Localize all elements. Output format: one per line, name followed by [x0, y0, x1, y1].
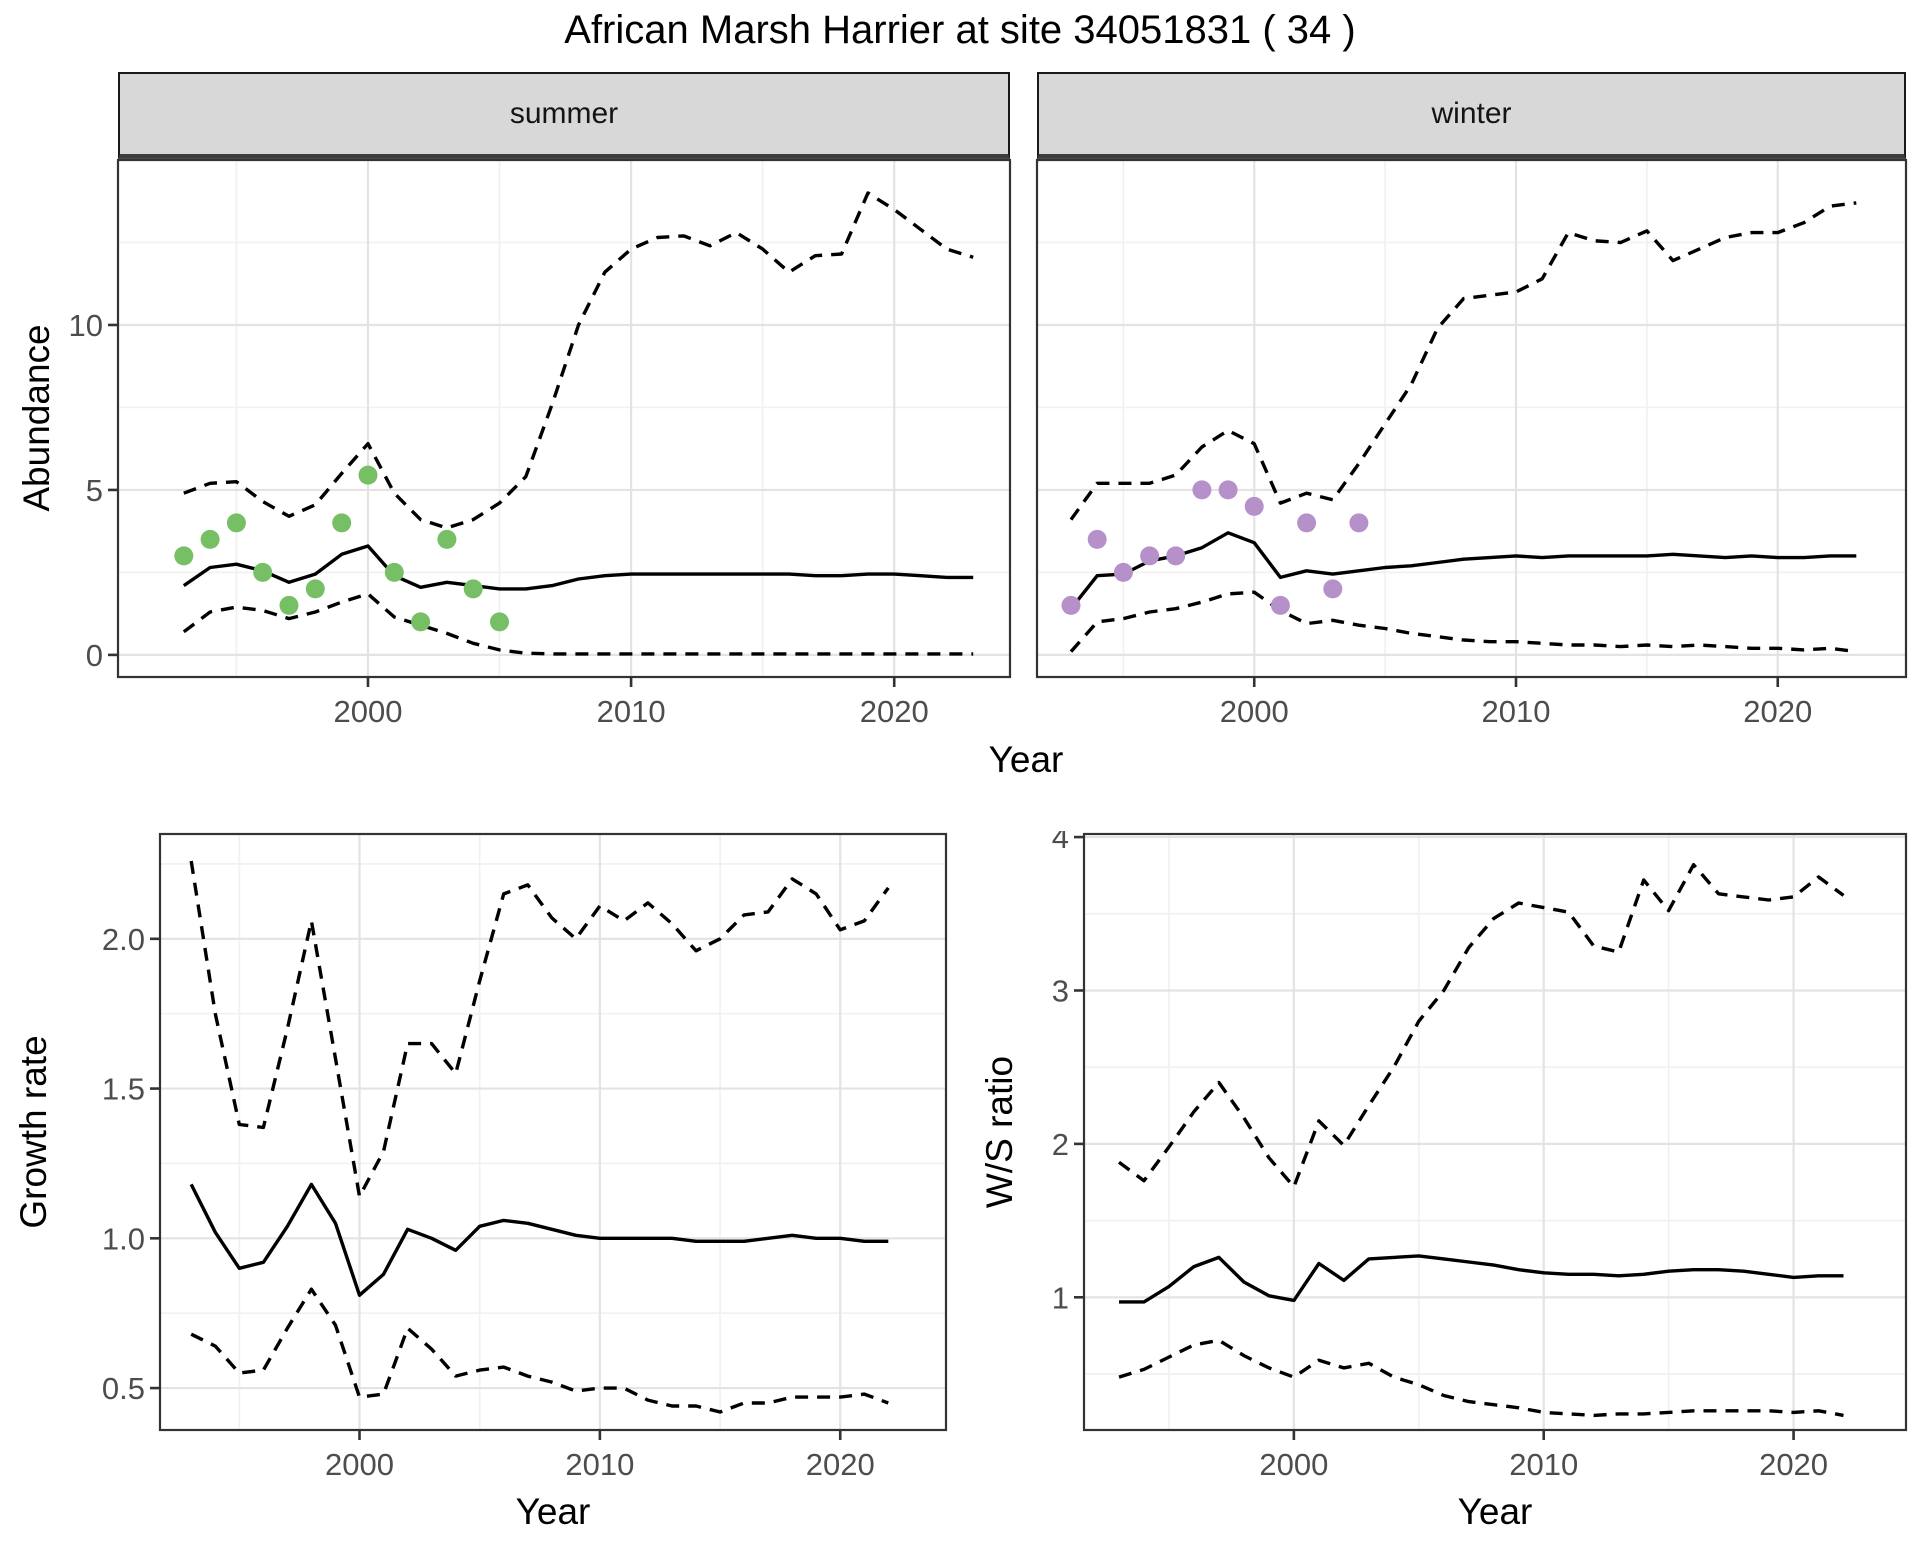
summer-observed-point — [200, 529, 220, 549]
summer-observed-point — [279, 595, 299, 615]
winter-observed-point — [1087, 529, 1107, 549]
winter-observed-point — [1297, 513, 1317, 533]
svg-text:0: 0 — [86, 638, 103, 673]
svg-text:0.5: 0.5 — [102, 1371, 145, 1406]
svg-text:2010: 2010 — [1482, 694, 1551, 729]
winter-observed-point — [1192, 480, 1212, 500]
page-title: African Marsh Harrier at site 34051831 (… — [564, 8, 1356, 52]
winter-observed-point — [1218, 480, 1238, 500]
svg-text:2: 2 — [1052, 1127, 1069, 1162]
y-axis-title-abundance: Abundance — [16, 324, 57, 512]
summer-observed-point — [463, 579, 483, 599]
svg-text:3: 3 — [1052, 973, 1069, 1008]
svg-text:1.5: 1.5 — [102, 1072, 145, 1107]
x-axis-title-year-bottom-left: Year — [515, 1491, 591, 1532]
svg-text:1.0: 1.0 — [102, 1221, 145, 1256]
facet-strip-label: winter — [1431, 97, 1512, 130]
facet-strip-summer: summer — [118, 72, 1010, 160]
summer-observed-point — [174, 546, 194, 566]
growth-median-line — [189, 1182, 889, 1297]
y-axis-title-ws-ratio: W/S ratio — [979, 1055, 1020, 1209]
svg-text:2000: 2000 — [1259, 1447, 1328, 1482]
x-axis-title-year-top: Year — [988, 739, 1064, 780]
winter-observed-point — [1166, 546, 1186, 566]
summer-observed-point — [437, 529, 457, 549]
abundance-summer-panel: 2000 2010 2020 0 5 10 — [69, 158, 1012, 729]
summer-observed-point — [384, 562, 404, 582]
summer-lower_CI-line — [182, 592, 974, 656]
summer-observed-point — [411, 612, 431, 632]
svg-text:2.0: 2.0 — [102, 922, 145, 957]
summer-observed-point — [490, 612, 509, 632]
summer-median-line — [182, 544, 974, 591]
winter-observed-point — [1270, 595, 1290, 615]
winter-upper_CI-line — [1069, 201, 1857, 521]
svg-text:2020: 2020 — [1759, 1447, 1828, 1482]
winter-observed-point — [1349, 513, 1369, 533]
svg-text:2000: 2000 — [1220, 694, 1289, 729]
growth-lower_CI-line — [190, 1287, 889, 1414]
svg-text:2020: 2020 — [806, 1447, 875, 1482]
summer-observed-point — [253, 562, 273, 582]
svg-text:1: 1 — [1052, 1280, 1069, 1315]
abundance-winter-panel: 2000 2010 2020 — [1035, 158, 1908, 729]
winter-lower_CI-line — [1069, 590, 1857, 654]
winter-observed-point — [1140, 546, 1160, 566]
ws-upper_CI-line — [1117, 863, 1845, 1189]
x-axis-title-year-bottom-right: Year — [1457, 1491, 1533, 1532]
svg-text:2000: 2000 — [333, 694, 402, 729]
growth-rate-panel: 2000 2010 2020 0.5 1.0 1.5 2.0 — [102, 832, 948, 1482]
growth-upper_CI-line — [189, 860, 890, 1199]
svg-text:2010: 2010 — [597, 694, 666, 729]
svg-text:2020: 2020 — [1743, 694, 1812, 729]
summer-observed-point — [332, 513, 352, 533]
winter-observed-point — [1061, 595, 1081, 615]
winter-observed-point — [1244, 496, 1264, 516]
svg-text:2000: 2000 — [325, 1447, 394, 1482]
winter-median-line — [1069, 531, 1857, 610]
ws-median-line — [1119, 1254, 1844, 1304]
svg-text:2010: 2010 — [1509, 1447, 1578, 1482]
svg-text:4: 4 — [1052, 831, 1069, 855]
svg-text:5: 5 — [86, 473, 103, 508]
y-axis-title-growth-rate: Growth rate — [13, 1035, 54, 1229]
winter-observed-point — [1113, 562, 1133, 582]
summer-observed-point — [305, 579, 325, 599]
svg-text:2010: 2010 — [565, 1447, 634, 1482]
ws-lower_CI-line — [1118, 1338, 1844, 1418]
facet-strip-label: summer — [509, 97, 619, 130]
svg-text:2020: 2020 — [860, 694, 929, 729]
winter-observed-point — [1323, 579, 1343, 599]
facet-strip-winter: winter — [1037, 72, 1906, 160]
ws-ratio-panel: 2000 2010 2020 1 2 3 4 — [1052, 831, 1908, 1482]
summer-upper_CI-line — [183, 191, 974, 530]
summer-observed-point — [358, 465, 378, 485]
summer-observed-point — [226, 513, 246, 533]
svg-text:10: 10 — [69, 308, 103, 343]
